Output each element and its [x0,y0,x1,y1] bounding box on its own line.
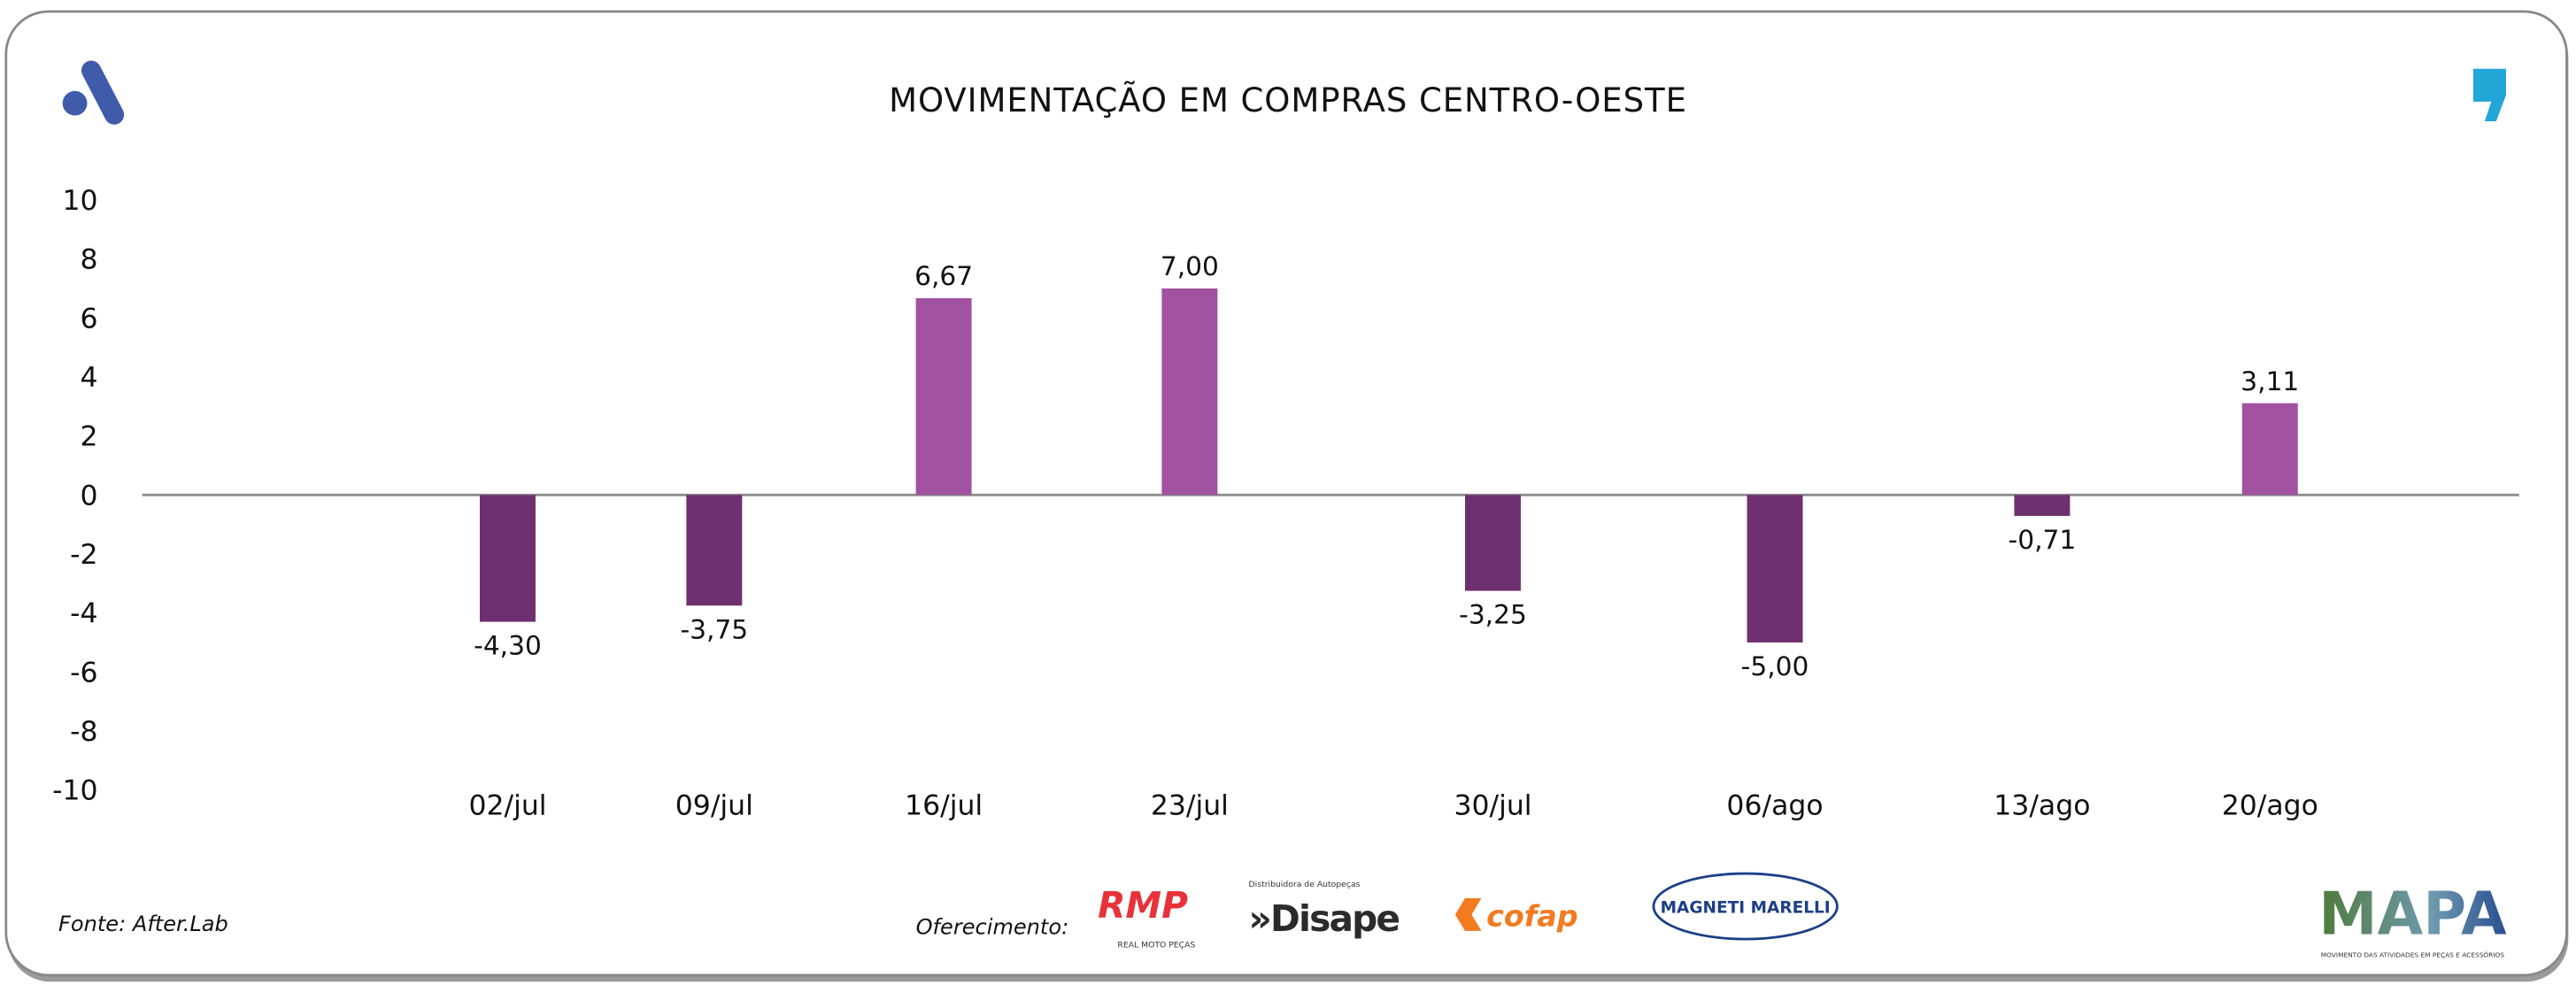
y-tick-label: 0 [80,480,97,512]
magneti-marelli-logo-text: MAGNETI MARELLI [1661,899,1831,918]
y-tick-label: -10 [52,775,97,807]
data-label: 6,67 [914,260,973,291]
bar [1161,288,1218,496]
mapa-logo-tagline: MOVIMENTO DAS ATIVIDADES EM PEÇAS E ACES… [2321,951,2505,959]
y-axis-ticks: 10 8 6 4 2 0 -2 -4 -6 -8 -10 [52,185,97,807]
sponsor-label: Oferecimento: [916,915,1069,940]
bar [686,495,743,606]
bar [2241,403,2298,496]
disape-logo: Distribuidora de Autopeças »Disape [1249,880,1401,940]
y-tick-label: -4 [70,598,97,630]
y-tick-label: 8 [80,244,97,276]
comma-logo-icon [2472,68,2506,122]
x-tick-label: 13/ago [1994,789,2090,821]
x-tick-label: 30/jul [1454,789,1531,821]
bar [1465,495,1521,591]
source-note: Fonte: After.Lab [58,912,228,936]
y-tick-label: 4 [80,362,97,394]
data-label: -5,00 [1741,650,1809,681]
data-label: -4,30 [474,630,542,661]
disape-logo-text: »Disape [1249,897,1400,940]
cofap-logo-text: cofap [1486,898,1578,933]
x-tick-label: 23/jul [1151,789,1229,821]
rmp-logo-text: RMP [1098,884,1188,927]
bar [480,495,536,622]
x-tick-label: 20/ago [2222,789,2318,821]
data-label: -0,71 [2009,524,2077,555]
data-label: -3,75 [681,613,749,644]
y-tick-label: 2 [80,421,97,453]
mapa-logo: MAPA MOVIMENTO DAS ATIVIDADES EM PEÇAS E… [2318,880,2507,959]
data-label: 7,00 [1161,250,1219,281]
chart-title: MOVIMENTAÇÃO EM COMPRAS CENTRO-OESTE [889,81,1687,119]
data-label: 3,11 [2241,366,2299,396]
disape-logo-tagline: Distribuidora de Autopeças [1249,880,1361,889]
data-label: -3,25 [1459,599,1527,630]
mapa-logo-text: MAPA [2318,880,2507,949]
x-tick-label: 16/jul [905,789,983,821]
after-logo-icon [62,60,125,125]
rmp-logo-tagline: REAL MOTO PEÇAS [1117,940,1195,950]
y-tick-label: -8 [70,716,97,748]
y-tick-label: -6 [70,657,97,689]
magneti-marelli-logo: MAGNETI MARELLI [1652,872,1839,941]
x-tick-label: 02/jul [468,789,546,821]
cofap-logo: cofap [1454,897,1578,933]
bar [1747,495,1803,643]
y-tick-label: 6 [80,303,97,335]
y-tick-label: 10 [62,185,97,217]
y-tick-label: -2 [70,539,97,571]
card-border [4,10,2568,977]
rmp-logo: RMP REAL MOTO PEÇAS [1098,884,1195,950]
bar [915,297,972,496]
x-tick-label: 09/jul [675,789,753,821]
bar [2014,495,2071,516]
bars: -4,30 02/jul -3,75 09/jul 6,67 16/jul 7,00 23/j… [468,250,2318,821]
x-tick-label: 06/ago [1726,789,1823,821]
